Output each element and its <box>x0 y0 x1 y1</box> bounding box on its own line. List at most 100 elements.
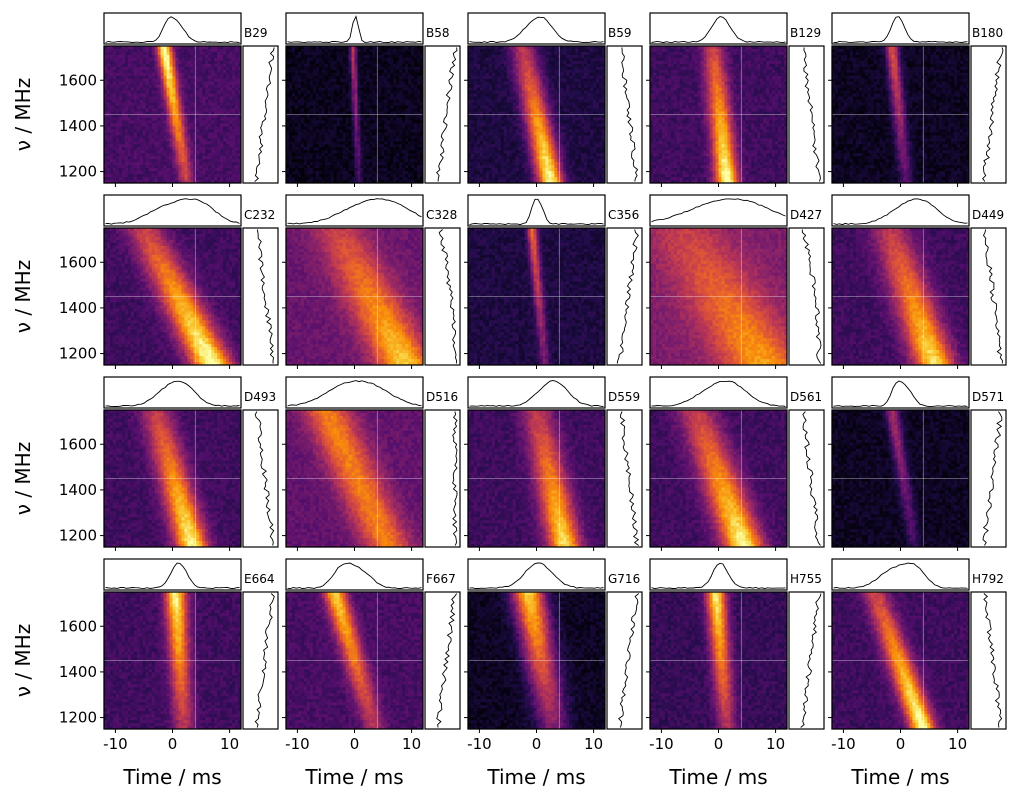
time-profile-frame <box>650 559 787 590</box>
burst-id-label: G716 <box>608 572 640 586</box>
spectrum-frame <box>971 410 1006 547</box>
panel-b59: B59 <box>464 13 642 187</box>
time-profile-c328: C328 <box>286 195 457 226</box>
spectrum-frame <box>971 228 1006 365</box>
time-profile-b180: B180 <box>832 13 1003 44</box>
y-tick-label: 1600 <box>59 253 97 271</box>
spectrum-frame <box>971 592 1006 729</box>
spectrum-d561 <box>789 410 824 547</box>
panel-h755: H755 -10 0 10 <box>646 559 824 753</box>
burst-id-label: H792 <box>972 572 1004 586</box>
y-tick-label: 1200 <box>59 345 97 363</box>
time-profile-frame <box>832 559 969 590</box>
spectrum-b180 <box>971 46 1006 183</box>
time-profile-frame <box>832 13 969 44</box>
x-tick-label: 0 <box>168 735 178 753</box>
x-tick-label: 0 <box>532 735 542 753</box>
y-tick-label: 1400 <box>59 663 97 681</box>
time-profile-frame <box>104 559 241 590</box>
time-profile-frame <box>104 377 241 408</box>
burst-id-label: E664 <box>244 572 275 586</box>
x-tick-label: 10 <box>220 735 239 753</box>
time-profile-frame <box>832 195 969 226</box>
time-profile-b29: B29 <box>104 13 268 44</box>
panel-d427: D427 <box>646 195 824 369</box>
y-axis-label: ν / MHz <box>11 260 35 333</box>
x-tick-label: -10 <box>285 735 310 753</box>
time-profile-g716: G716 <box>468 559 640 590</box>
x-tick-label: -10 <box>649 735 674 753</box>
y-axis-label: ν / MHz <box>11 624 35 697</box>
time-profile-frame <box>650 195 787 226</box>
time-profile-h755: H755 <box>650 559 822 590</box>
x-tick-label: 10 <box>948 735 967 753</box>
time-profile-d559: D559 <box>468 377 640 408</box>
time-profile-b59: B59 <box>468 13 632 44</box>
time-profile-c232: C232 <box>104 195 275 226</box>
panel-d561: D561 <box>646 377 824 551</box>
burst-id-label: D427 <box>790 208 822 222</box>
spectrum-d493 <box>243 410 278 547</box>
time-profile-frame <box>286 559 423 590</box>
y-tick-label: 1200 <box>59 163 97 181</box>
spectrum-b58 <box>425 46 460 183</box>
y-tick-label: 1400 <box>59 117 97 135</box>
time-profile-c356: C356 <box>468 195 639 226</box>
y-tick-label: 1400 <box>59 481 97 499</box>
spectrum-frame <box>243 46 278 183</box>
x-tick-label: 10 <box>402 735 421 753</box>
burst-id-label: D561 <box>790 390 822 404</box>
spectrum-frame <box>789 592 824 729</box>
spectrum-frame <box>425 46 460 183</box>
burst-id-label: D449 <box>972 208 1004 222</box>
x-tick-label: -10 <box>103 735 128 753</box>
x-axis-label: Time / ms <box>304 765 403 789</box>
spectrum-h755 <box>789 592 824 729</box>
spectrum-frame <box>971 46 1006 183</box>
time-profile-frame <box>286 377 423 408</box>
x-axis-label: Time / ms <box>486 765 585 789</box>
spectrum-h792 <box>971 592 1006 729</box>
panel-d559: D559 <box>464 377 642 551</box>
x-tick-label: 10 <box>766 735 785 753</box>
spectrum-frame <box>243 228 278 365</box>
spectrum-e664 <box>243 592 278 729</box>
burst-id-label: D493 <box>244 390 276 404</box>
time-profile-d427: D427 <box>650 195 822 226</box>
panel-c328: C328 <box>282 195 460 369</box>
spectrum-c356 <box>607 228 642 365</box>
spectrum-frame <box>789 46 824 183</box>
spectrum-d571 <box>971 410 1006 547</box>
time-profile-d571: D571 <box>832 377 1004 408</box>
burst-id-label: B129 <box>790 26 821 40</box>
spectrum-frame <box>425 228 460 365</box>
time-profile-frame <box>104 195 241 226</box>
x-tick-label: 0 <box>714 735 724 753</box>
spectrum-d559 <box>607 410 642 547</box>
x-axis-label: Time / ms <box>850 765 949 789</box>
burst-id-label: D571 <box>972 390 1004 404</box>
spectrum-b29 <box>243 46 278 183</box>
time-profile-frame <box>286 13 423 44</box>
time-profile-d449: D449 <box>832 195 1004 226</box>
spectrum-c328 <box>425 228 460 365</box>
burst-id-label: C232 <box>244 208 275 222</box>
x-tick-label: -10 <box>467 735 492 753</box>
spectrum-g716 <box>607 592 642 729</box>
x-tick-label: 0 <box>896 735 906 753</box>
y-axis-label: ν / MHz <box>11 442 35 515</box>
time-profile-d561: D561 <box>650 377 822 408</box>
y-tick-label: 1200 <box>59 527 97 545</box>
spectrum-frame <box>243 592 278 729</box>
panel-c356: C356 <box>464 195 642 369</box>
spectrum-frame <box>425 592 460 729</box>
spectrum-d516 <box>425 410 460 547</box>
burst-id-label: B59 <box>608 26 632 40</box>
time-profile-b58: B58 <box>286 13 450 44</box>
burst-id-label: D559 <box>608 390 640 404</box>
